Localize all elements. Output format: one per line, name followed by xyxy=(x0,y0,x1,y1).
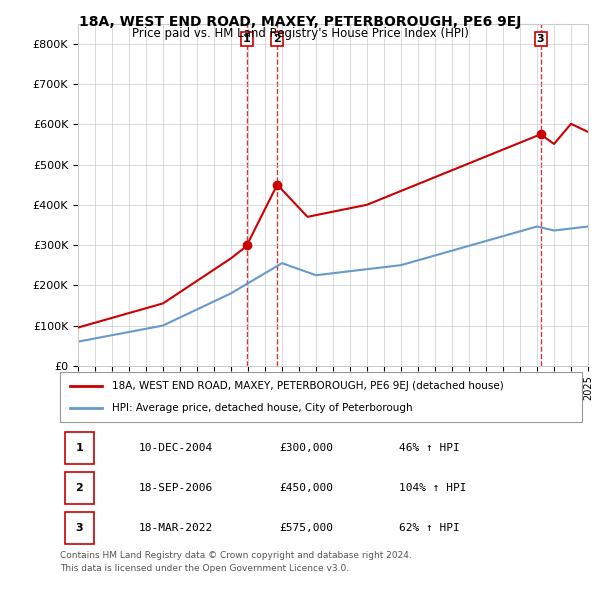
Text: 62% ↑ HPI: 62% ↑ HPI xyxy=(400,523,460,533)
Text: 18-MAR-2022: 18-MAR-2022 xyxy=(139,523,212,533)
Text: HPI: Average price, detached house, City of Peterborough: HPI: Average price, detached house, City… xyxy=(112,403,413,413)
Text: Contains HM Land Registry data © Crown copyright and database right 2024.: Contains HM Land Registry data © Crown c… xyxy=(60,551,412,560)
Text: 104% ↑ HPI: 104% ↑ HPI xyxy=(400,483,467,493)
Text: 18A, WEST END ROAD, MAXEY, PETERBOROUGH, PE6 9EJ: 18A, WEST END ROAD, MAXEY, PETERBOROUGH,… xyxy=(79,15,521,29)
FancyBboxPatch shape xyxy=(65,512,94,544)
FancyBboxPatch shape xyxy=(65,472,94,504)
Text: 3: 3 xyxy=(76,523,83,533)
FancyBboxPatch shape xyxy=(60,372,582,422)
Text: 1: 1 xyxy=(76,443,83,453)
Text: £300,000: £300,000 xyxy=(279,443,333,453)
Text: 18A, WEST END ROAD, MAXEY, PETERBOROUGH, PE6 9EJ (detached house): 18A, WEST END ROAD, MAXEY, PETERBOROUGH,… xyxy=(112,381,504,391)
Text: 46% ↑ HPI: 46% ↑ HPI xyxy=(400,443,460,453)
Text: 2: 2 xyxy=(76,483,83,493)
Text: 2: 2 xyxy=(274,34,281,44)
Text: £450,000: £450,000 xyxy=(279,483,333,493)
Text: Price paid vs. HM Land Registry's House Price Index (HPI): Price paid vs. HM Land Registry's House … xyxy=(131,27,469,40)
Text: This data is licensed under the Open Government Licence v3.0.: This data is licensed under the Open Gov… xyxy=(60,564,349,573)
FancyBboxPatch shape xyxy=(65,432,94,464)
Text: 1: 1 xyxy=(243,34,251,44)
Text: 3: 3 xyxy=(537,34,544,44)
Text: 18-SEP-2006: 18-SEP-2006 xyxy=(139,483,212,493)
Text: £575,000: £575,000 xyxy=(279,523,333,533)
Text: 10-DEC-2004: 10-DEC-2004 xyxy=(139,443,212,453)
